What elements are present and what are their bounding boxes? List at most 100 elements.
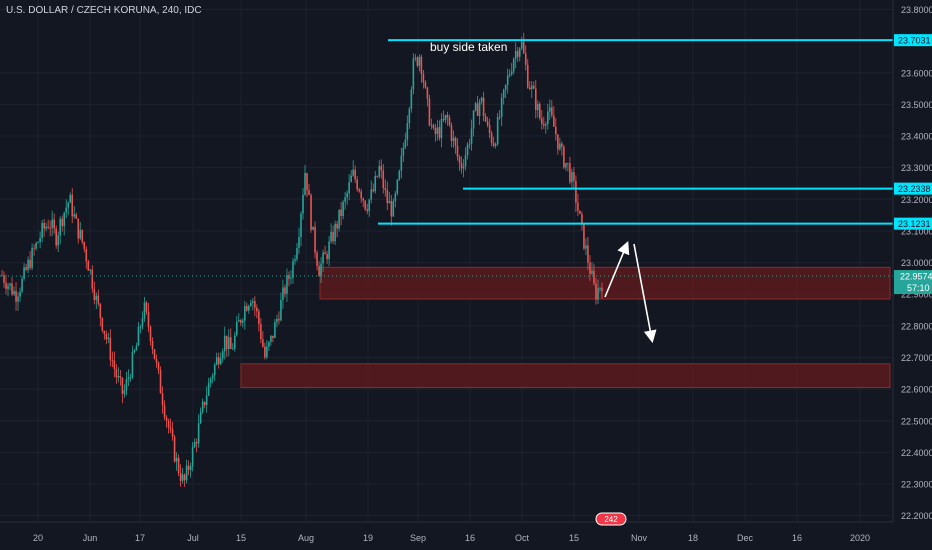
candle-body (203, 401, 206, 406)
candle-body (386, 189, 389, 204)
candle-body (464, 155, 467, 167)
candle-body (494, 144, 497, 147)
level-price-label: 23.1231 (898, 219, 931, 229)
candle-body (418, 56, 421, 66)
candle-body (141, 318, 144, 327)
candle-body (500, 97, 503, 117)
candle-body (13, 291, 15, 295)
candle-body (512, 59, 515, 72)
candle-body (426, 87, 429, 99)
time-tick-label: Sep (410, 533, 426, 543)
candle-body (260, 324, 262, 340)
candle-body (199, 411, 202, 424)
candle-body (536, 103, 539, 111)
candle-body (19, 291, 21, 297)
candle-body (308, 190, 310, 195)
candle-body (219, 358, 222, 365)
candle-body (434, 127, 437, 134)
candle-body (384, 187, 387, 190)
candle-body (153, 349, 156, 360)
candle-body (326, 254, 328, 260)
candle-body (237, 320, 240, 322)
candle-body (551, 107, 553, 116)
candle-body (161, 393, 164, 406)
candle-body (274, 322, 276, 338)
time-tick-label: Nov (631, 533, 648, 543)
time-tick-label: 20 (33, 533, 43, 543)
candle-body (223, 335, 226, 352)
candle-body (75, 214, 78, 219)
candle-body (452, 137, 455, 141)
candle-body (414, 57, 417, 59)
candle-body (589, 262, 591, 274)
level-price-label: 23.7031 (898, 36, 931, 46)
candle-body (157, 362, 160, 371)
candle-body (348, 182, 350, 194)
candle-body (396, 179, 399, 194)
candle-body (231, 348, 234, 350)
candle-body (557, 134, 559, 150)
candle-body (215, 357, 218, 365)
symbol-title: U.S. DOLLAR / CZECH KORUNA, 240, IDC (6, 5, 202, 16)
candle-body (466, 144, 469, 156)
candle-body (374, 175, 377, 192)
candle-body (474, 103, 477, 111)
price-tick-label: 22.2000 (901, 511, 932, 521)
candle-body (300, 213, 302, 237)
candle-body (442, 119, 445, 121)
candle-body (258, 311, 260, 325)
price-tick-label: 22.7000 (901, 353, 932, 363)
candle-body (49, 227, 51, 229)
candle-body (522, 41, 525, 54)
candle-body (573, 172, 575, 181)
price-tick-label: 22.6000 (901, 385, 932, 395)
candle-body (23, 267, 25, 279)
candle-body (217, 357, 220, 365)
candle-body (211, 375, 214, 379)
candle-body (332, 231, 334, 242)
candle-body (244, 306, 246, 321)
candle-body (492, 142, 495, 147)
candle-body (569, 163, 571, 183)
countdown-label: 57:10 (907, 283, 930, 293)
candle-body (583, 223, 585, 249)
candle-body (567, 162, 569, 164)
candle-body (63, 212, 66, 227)
candle-body (344, 197, 346, 202)
candle-body (55, 228, 57, 246)
candle-body (534, 88, 537, 111)
candle-body (45, 226, 47, 229)
candle-body (350, 175, 352, 183)
candle-body (69, 194, 72, 203)
candle-body (482, 97, 485, 116)
candle-body (545, 124, 547, 126)
candle-body (292, 261, 294, 278)
candle-body (298, 236, 300, 248)
candle-body (378, 166, 381, 177)
candle-body (428, 98, 431, 126)
candle-body (57, 235, 59, 246)
candle-body (579, 210, 581, 214)
candle-body (171, 429, 174, 437)
candle-body (446, 114, 449, 118)
candle-body (454, 137, 457, 146)
time-axis[interactable]: 20 Jun 17 Jul 15 Aug 19 Sep 16 Oct 15 Nov 18 Dec 16 202… (0, 512, 893, 543)
candle-body (593, 270, 595, 284)
candle-body (561, 143, 563, 147)
candle-body (549, 107, 551, 112)
candle-body (450, 125, 453, 141)
candle-body (599, 287, 601, 289)
candle-body (262, 339, 264, 347)
candle-body (5, 282, 7, 289)
price-axis[interactable]: 23.8000 23.6000 23.5000 23.4000 23.3000 23.20… (892, 0, 932, 550)
candle-body (41, 223, 43, 239)
candle-body (547, 111, 549, 125)
candle-body (133, 350, 136, 353)
chart-grid (0, 0, 893, 522)
candle-body (559, 143, 561, 150)
time-tick-label: 2020 (850, 533, 870, 543)
candle-body (163, 405, 166, 418)
candle-body (587, 245, 589, 263)
candle-body (1, 275, 3, 277)
